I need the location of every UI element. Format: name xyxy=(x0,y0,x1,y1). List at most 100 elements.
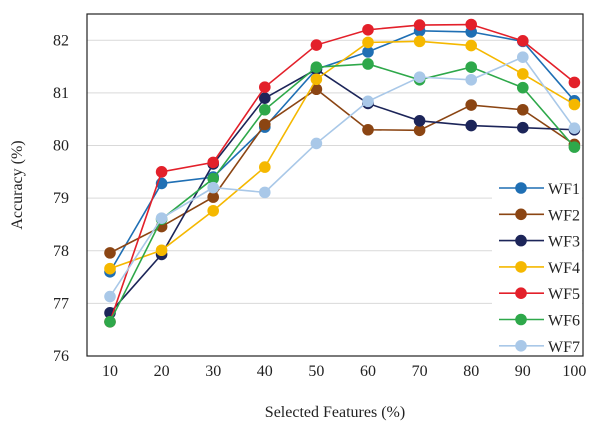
data-point xyxy=(259,118,271,131)
series-line xyxy=(109,40,575,270)
series-wf6 xyxy=(104,58,581,328)
data-point xyxy=(207,172,219,185)
data-point xyxy=(362,23,374,36)
data-point xyxy=(568,76,581,89)
data-point xyxy=(413,19,426,31)
legend-marker xyxy=(515,234,527,247)
y-tick-label: 76 xyxy=(53,348,69,365)
data-point xyxy=(155,212,168,224)
legend-marker xyxy=(515,208,527,221)
x-tick-label: 100 xyxy=(562,363,586,380)
data-point xyxy=(207,191,219,203)
data-point xyxy=(310,73,323,86)
data-point xyxy=(568,98,581,111)
data-point xyxy=(465,18,478,31)
legend-item: WF4 xyxy=(499,260,580,277)
data-point xyxy=(517,68,529,80)
data-point xyxy=(104,316,116,328)
data-point xyxy=(104,290,116,303)
x-tick-labels: 10 20 30 40 50 60 70 80 90 100 xyxy=(102,363,586,380)
legend-label: WF4 xyxy=(548,260,580,277)
legend-label: WF7 xyxy=(548,339,580,356)
data-point xyxy=(259,92,271,104)
y-tick-label: 78 xyxy=(53,243,69,260)
legend-label: WF3 xyxy=(548,234,580,251)
data-point xyxy=(362,123,374,136)
x-tick-label: 20 xyxy=(154,363,170,380)
data-point xyxy=(362,36,374,49)
data-point xyxy=(207,156,219,169)
legend-label: WF5 xyxy=(548,286,580,303)
x-tick-label: 10 xyxy=(102,363,118,380)
series-line xyxy=(109,56,576,297)
data-point xyxy=(259,81,271,93)
legend-item: WF1 xyxy=(499,181,580,198)
x-tick-label: 80 xyxy=(463,363,479,380)
data-point xyxy=(517,103,529,116)
y-tick-label: 79 xyxy=(53,190,69,207)
legend-item: WF7 xyxy=(499,339,580,356)
x-axis-label: Selected Features (%) xyxy=(265,404,405,421)
x-tick-label: 90 xyxy=(515,363,531,380)
data-point xyxy=(104,262,116,275)
data-point xyxy=(310,39,323,51)
data-point xyxy=(104,247,116,259)
data-point xyxy=(568,141,581,153)
data-point xyxy=(465,99,478,111)
legend: WF1 WF2 WF3 WF4 WF5 WF6 WF7 xyxy=(492,172,582,356)
data-point xyxy=(413,115,426,127)
data-point xyxy=(310,83,323,96)
series-wf5 xyxy=(104,18,581,328)
data-point xyxy=(413,124,426,137)
legend-label: WF6 xyxy=(548,313,580,330)
x-tick-label: 50 xyxy=(308,363,324,380)
series-line xyxy=(109,88,575,254)
series-wf7 xyxy=(104,51,581,303)
legend-label: WF2 xyxy=(548,207,580,224)
legend-item: WF2 xyxy=(499,207,580,224)
data-point xyxy=(517,81,529,94)
data-point xyxy=(362,95,374,108)
y-tick-label: 81 xyxy=(53,85,69,102)
data-point xyxy=(362,58,374,70)
y-tick-label: 80 xyxy=(53,138,69,155)
x-tick-label: 40 xyxy=(257,363,273,380)
legend-label: WF1 xyxy=(548,181,580,198)
legend-item: WF6 xyxy=(499,313,580,330)
data-point xyxy=(259,103,271,116)
data-point xyxy=(362,46,374,58)
data-point xyxy=(413,35,426,48)
legend-marker xyxy=(515,287,527,300)
y-tick-label: 82 xyxy=(53,32,69,49)
data-point xyxy=(207,181,219,194)
series-lines xyxy=(104,18,581,328)
data-point xyxy=(517,121,529,134)
series-wf4 xyxy=(104,35,581,275)
legend-marker xyxy=(515,313,527,326)
data-point xyxy=(259,186,271,199)
data-point xyxy=(259,161,271,173)
legend-item: WF5 xyxy=(499,286,580,303)
x-tick-label: 30 xyxy=(205,363,221,380)
data-point xyxy=(310,61,323,73)
y-axis-label: Accuracy (%) xyxy=(9,140,26,229)
x-tick-label: 60 xyxy=(360,363,376,380)
legend-marker xyxy=(515,340,527,352)
y-tick-labels: 76 77 78 79 80 81 82 xyxy=(53,32,69,365)
data-point xyxy=(465,119,478,132)
data-point xyxy=(465,61,478,73)
data-point xyxy=(517,51,529,63)
legend-background xyxy=(492,172,582,354)
legend-item: WF3 xyxy=(499,234,580,251)
series-line xyxy=(109,63,576,323)
series-wf2 xyxy=(104,83,581,259)
data-point xyxy=(155,244,168,257)
data-point xyxy=(155,166,168,178)
legend-marker xyxy=(515,182,527,194)
legend-marker xyxy=(515,261,527,273)
data-point xyxy=(413,71,426,83)
series-line xyxy=(109,68,575,314)
data-point xyxy=(517,35,529,47)
data-point xyxy=(568,122,581,134)
